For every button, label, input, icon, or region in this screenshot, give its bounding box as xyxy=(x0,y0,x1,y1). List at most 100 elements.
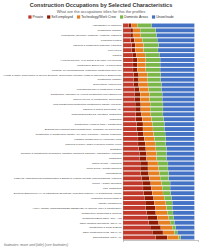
bar xyxy=(123,196,144,200)
bar xyxy=(170,186,194,190)
bar xyxy=(123,132,137,136)
y-tick: Substation xyxy=(110,148,122,151)
y-tick-label: Production Forgers xyxy=(101,39,123,42)
bar-series xyxy=(152,23,195,239)
legend-swatch xyxy=(47,15,50,18)
subtitle: What are the occupations titles for this… xyxy=(57,9,146,14)
bar xyxy=(137,23,151,27)
bar xyxy=(149,97,162,101)
bar xyxy=(134,92,140,96)
bar xyxy=(133,68,137,72)
y-tick: Construction Manager xyxy=(98,78,122,81)
bar xyxy=(154,201,165,205)
bar xyxy=(145,53,159,57)
y-tick: Project + Timber Operators xyxy=(92,182,122,185)
legend-item: Private xyxy=(28,15,43,19)
y-tick: Construction & Trade Districts xyxy=(89,226,122,229)
bar xyxy=(141,33,157,37)
bar xyxy=(167,236,178,240)
bar xyxy=(168,162,194,166)
bar xyxy=(123,88,134,92)
legend-swatch xyxy=(152,15,155,18)
y-tick: Administrative or residence xyxy=(92,24,122,27)
bar xyxy=(123,162,140,166)
bar xyxy=(123,236,156,240)
bar xyxy=(147,152,157,156)
bar xyxy=(123,231,152,235)
bar xyxy=(147,157,157,161)
y-tick: Painters xyxy=(113,54,123,57)
footnote: footnotes: more and (title) (see footnot… xyxy=(4,243,68,247)
y-tick: Mine Contractors xyxy=(103,187,122,190)
y-tick-label: Laborers & construction materials, extra… xyxy=(73,44,122,47)
bar xyxy=(146,63,160,67)
bar xyxy=(142,112,151,116)
bar xyxy=(136,112,142,116)
bar xyxy=(148,83,162,87)
bar xyxy=(149,88,162,92)
bar xyxy=(123,28,130,32)
y-tick-label: Sales & Service or Maintenance Superviso… xyxy=(73,98,122,101)
bar xyxy=(123,221,149,225)
bar xyxy=(140,162,148,166)
legend-item: Self-employed xyxy=(47,15,73,19)
bar xyxy=(134,38,142,42)
bar xyxy=(159,171,168,175)
bar xyxy=(123,176,142,180)
bar xyxy=(170,221,174,225)
bar xyxy=(170,181,194,185)
bar xyxy=(132,53,136,57)
bar xyxy=(137,122,143,126)
x-axis-line xyxy=(124,241,199,243)
y-tick: *Health & Safety Supervisors (or Service… xyxy=(3,74,121,77)
bar xyxy=(166,142,195,146)
bar xyxy=(152,23,195,27)
y-tick-label: Mine Contractors xyxy=(103,187,122,190)
bar xyxy=(159,221,170,225)
y-tick: contractors xyxy=(109,118,122,121)
bar xyxy=(165,132,194,136)
bar xyxy=(123,33,130,37)
y-tick: Construction & Construction Industry, In… xyxy=(36,133,123,136)
bar xyxy=(131,38,135,42)
bar xyxy=(137,53,146,57)
bar xyxy=(123,157,139,161)
y-tick-label: Labour Clients + Labourers xyxy=(92,162,122,165)
bar xyxy=(162,97,194,101)
bar xyxy=(139,157,146,161)
bar xyxy=(159,166,168,170)
bar xyxy=(123,58,133,62)
y-tick-label: Painters xyxy=(113,54,123,57)
bar xyxy=(132,23,138,27)
bar xyxy=(152,191,163,195)
bar xyxy=(164,196,171,200)
y-tick-label: Construction Manager xyxy=(98,78,122,81)
y-tick: *Helpers workers+ in or Similar & 21 oth… xyxy=(60,59,121,62)
bar xyxy=(163,191,171,195)
bar xyxy=(172,201,194,205)
bar xyxy=(123,38,131,42)
y-tick: Other construction fields, and & Any xyxy=(83,231,123,234)
y-tick: Union Group / Clients Labourers xyxy=(87,167,123,170)
bar xyxy=(174,216,195,220)
bar xyxy=(142,38,157,42)
bar xyxy=(179,236,181,240)
y-tick-label: Maintenance Employees, An Supervisors xyxy=(77,64,122,67)
bar xyxy=(139,88,148,92)
bar xyxy=(174,231,177,235)
bar xyxy=(133,63,137,67)
bar xyxy=(149,176,160,180)
bar xyxy=(143,186,152,190)
y-tick-label: Substation xyxy=(110,148,122,151)
y-tick: Industrial Construction or Hydropower Pl… xyxy=(74,138,121,141)
bar xyxy=(142,176,150,180)
bar xyxy=(123,107,135,111)
y-tick: Planning, Pre-Commissioning, Postcomm co… xyxy=(52,69,122,72)
bar xyxy=(123,181,142,185)
title: Construction Occupations by Selected Cha… xyxy=(30,2,172,8)
bar xyxy=(134,73,139,77)
bar xyxy=(149,221,159,225)
legend-label: Private xyxy=(33,15,44,19)
legend-swatch xyxy=(28,15,31,18)
y-tick-label: Production at supervisors of xyxy=(91,197,122,200)
